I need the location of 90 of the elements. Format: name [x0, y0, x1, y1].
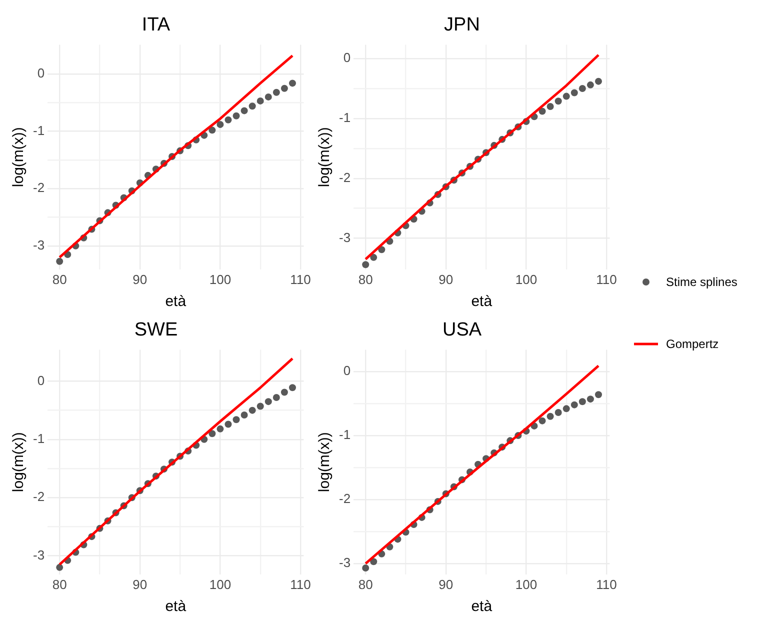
x-tick-label: 100 [209, 272, 232, 287]
x-tick-label: 80 [358, 272, 373, 287]
point [370, 254, 378, 261]
y-tick-label: -3 [338, 555, 351, 570]
y-tick-label: -1 [338, 427, 351, 442]
point [240, 411, 248, 418]
x-tick-label: 110 [596, 576, 617, 592]
point [256, 97, 264, 104]
point [570, 89, 578, 96]
x-tick-label: 90 [438, 272, 454, 287]
point [280, 388, 288, 396]
point [538, 417, 546, 424]
x-tick-label: 90 [132, 272, 148, 287]
point [232, 416, 240, 424]
x-axis-title: età [471, 293, 493, 310]
point [554, 409, 562, 416]
x-tick-label: 80 [358, 576, 373, 592]
y-tick-label: 0 [37, 66, 45, 81]
point [272, 88, 280, 96]
point [208, 126, 216, 134]
y-axis-title: log(m(x)) [316, 127, 334, 188]
x-tick-label: 110 [290, 272, 311, 287]
x-tick-label: 100 [515, 576, 538, 592]
y-tick-label: -3 [338, 230, 351, 245]
point [554, 98, 562, 105]
x-tick-label: 100 [515, 272, 538, 287]
point [248, 102, 256, 110]
point [370, 558, 378, 566]
point [288, 384, 296, 392]
y-tick-label: -1 [32, 430, 45, 446]
point [56, 564, 64, 571]
point [264, 398, 272, 406]
y-tick-label: -1 [32, 122, 45, 138]
point [256, 402, 264, 410]
point [546, 102, 554, 110]
chart-title: JPN [444, 14, 480, 36]
x-tick-label: 110 [596, 272, 617, 287]
point [280, 84, 288, 92]
point [224, 420, 232, 428]
y-tick-label: 0 [343, 363, 351, 378]
x-axis-title: età [471, 598, 493, 616]
chart-title: ITA [142, 14, 170, 36]
point [216, 120, 224, 128]
x-tick-label: 90 [132, 576, 148, 592]
point [594, 78, 602, 85]
point [362, 564, 370, 572]
x-tick-label: 110 [290, 576, 311, 592]
y-axis-title: log(m(x)) [316, 432, 334, 492]
point [232, 112, 240, 120]
point [208, 430, 216, 438]
point [224, 116, 232, 124]
point [578, 85, 586, 92]
point [288, 80, 296, 87]
point [570, 401, 578, 408]
point [272, 394, 280, 402]
y-tick-label: -3 [32, 547, 45, 562]
x-axis-title: età [165, 293, 187, 310]
point [264, 93, 272, 100]
point [538, 108, 546, 115]
point [562, 92, 570, 100]
y-tick-label: -1 [338, 110, 351, 126]
point [562, 405, 570, 412]
chart-title: USA [442, 320, 482, 341]
y-tick-label: -2 [338, 170, 351, 185]
y-axis-title: log(m(x)) [10, 432, 28, 492]
point [578, 398, 586, 406]
point [362, 261, 370, 268]
y-tick-label: -3 [32, 237, 45, 252]
x-tick-label: 80 [52, 576, 67, 592]
y-tick-label: -2 [338, 491, 351, 506]
point [586, 396, 594, 403]
point [546, 412, 554, 420]
y-tick-label: 0 [37, 372, 45, 388]
legend-label: Stime splines [666, 275, 738, 289]
y-tick-label: -2 [32, 489, 45, 504]
x-tick-label: 90 [438, 576, 454, 592]
point [56, 258, 64, 265]
point [594, 391, 602, 398]
legend-label: Gompertz [666, 337, 719, 351]
x-axis-title: età [165, 598, 187, 616]
y-tick-label: -2 [32, 180, 45, 196]
point [216, 425, 224, 432]
point [586, 81, 594, 88]
point [240, 107, 248, 114]
y-axis-title: log(m(x)) [10, 127, 28, 188]
chart-title: SWE [134, 320, 178, 341]
x-tick-label: 100 [209, 576, 232, 592]
y-tick-label: 0 [343, 50, 351, 66]
x-tick-label: 80 [52, 272, 67, 287]
point [248, 406, 256, 414]
